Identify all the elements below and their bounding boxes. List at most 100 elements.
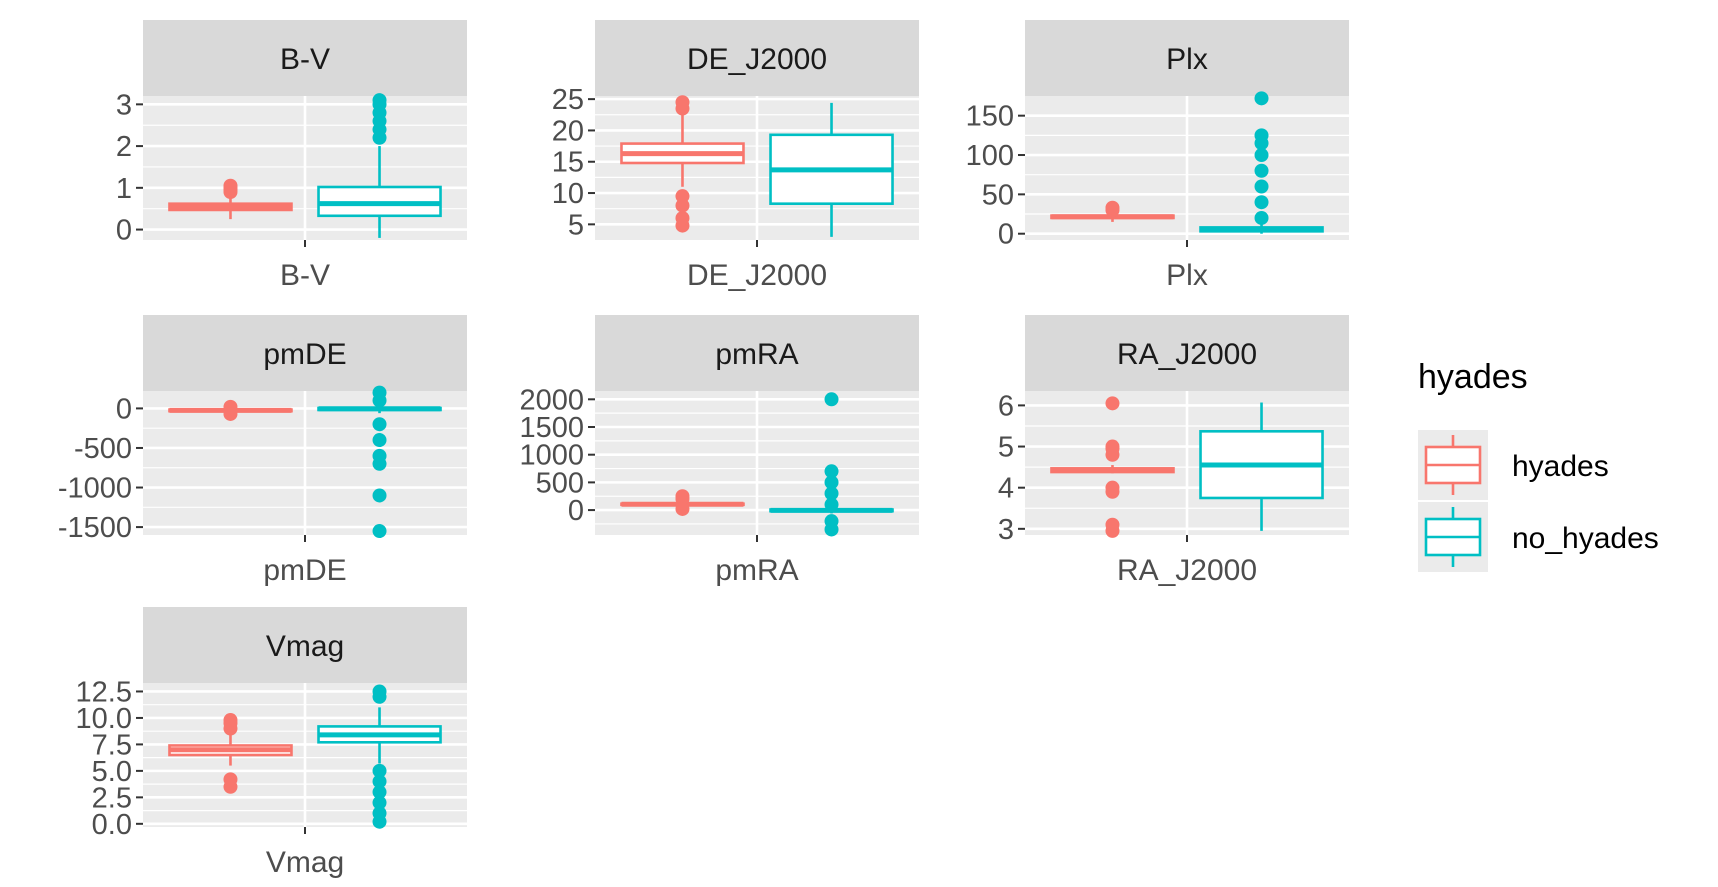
outlier-point (372, 763, 387, 778)
outlier-point (824, 486, 839, 501)
facet-vmag: Vmag 0.02.55.07.510.012.5 Vmag (76, 607, 467, 879)
outlier-point (824, 392, 839, 407)
y-tick-label: 2.5 (92, 782, 132, 814)
outlier-point (1105, 480, 1120, 495)
outlier-point (675, 211, 690, 226)
facet-strip-label: Vmag (266, 630, 344, 663)
y-tick-label: 5 (568, 209, 584, 241)
facet-pmde: pmDE 0 -500 -1000 -1500 pmDE (58, 315, 467, 587)
boxplot-hyades (168, 399, 293, 421)
facet-strip (143, 607, 467, 683)
y-tick-label: 100 (966, 140, 1014, 172)
facet-plx: Plx 0 50 100 150 Plx (966, 20, 1349, 292)
boxplot-no_hyades (769, 392, 894, 537)
boxplot-no_hyades (317, 93, 442, 238)
legend-item-no-hyades: no_hyades (1418, 502, 1659, 572)
outlier-point (372, 785, 387, 800)
outlier-point (223, 713, 238, 728)
outlier-point (1105, 396, 1120, 411)
y-tick-label: 7.5 (92, 729, 132, 761)
facet-strip-label: DE_J2000 (687, 43, 827, 76)
x-axis-label: RA_J2000 (1117, 554, 1257, 587)
y-tick-label: 0 (998, 219, 1014, 251)
outlier-point (372, 393, 387, 408)
outlier-point (372, 684, 387, 699)
x-axis-label: DE_J2000 (687, 259, 827, 292)
outlier-point (1254, 179, 1269, 194)
boxplot-hyades (1050, 200, 1175, 222)
outlier-point (824, 475, 839, 490)
facet-ra-j2000: RA_J2000 3 4 5 6 RA_J2000 (998, 315, 1349, 587)
y-tick-label: 3 (998, 514, 1014, 546)
outlier-point (372, 417, 387, 432)
outlier-point (1254, 128, 1269, 143)
y-tick-label: 0 (116, 393, 132, 425)
y-tick-label: 12.5 (76, 676, 132, 708)
facet-strip (143, 20, 467, 96)
outlier-point (223, 772, 238, 787)
facet-strip (1025, 20, 1349, 96)
outlier-point (372, 488, 387, 503)
boxplot-hyades (620, 489, 745, 516)
outlier-point (223, 178, 238, 193)
y-tick-label: 3 (116, 89, 132, 121)
y-tick-label: 25 (552, 84, 584, 116)
y-tick-label: 2 (116, 131, 132, 163)
boxplot-hyades (1050, 396, 1175, 538)
boxplot-no_hyades (317, 385, 442, 539)
y-tick-label: -1000 (58, 473, 132, 505)
outlier-point (1254, 210, 1269, 225)
y-tick-label: 6 (998, 390, 1014, 422)
outlier-point (372, 524, 387, 539)
boxplot-hyades (620, 95, 745, 233)
y-tick-label: 5.0 (92, 756, 132, 788)
outlier-point (372, 433, 387, 448)
y-tick-label: 0 (116, 215, 132, 247)
y-tick-label: 1500 (519, 412, 584, 444)
x-axis-label: B-V (280, 259, 330, 292)
facet-strip-label: pmRA (715, 338, 798, 371)
y-tick-label: -1500 (58, 512, 132, 544)
outlier-point (675, 95, 690, 110)
facet-strip (595, 315, 919, 391)
facet-strip-label: B-V (280, 43, 330, 76)
y-tick-label: 150 (966, 101, 1014, 133)
outlier-point (372, 774, 387, 789)
legend-item-label: no_hyades (1512, 522, 1659, 555)
boxplot-hyades (168, 713, 293, 794)
outlier-point (1254, 148, 1269, 163)
y-tick-label: 1 (116, 173, 132, 205)
facet-strip-label: Plx (1166, 43, 1208, 76)
outlier-point (824, 464, 839, 479)
y-tick-label: 15 (552, 147, 584, 179)
outlier-point (372, 456, 387, 471)
y-tick-label: 0 (568, 495, 584, 527)
boxplot-hyades (168, 178, 293, 220)
outlier-point (1254, 195, 1269, 210)
y-tick-label: 5 (998, 432, 1014, 464)
outlier-point (824, 497, 839, 512)
legend-item-hyades: hyades (1418, 430, 1609, 500)
y-tick-label: 10 (552, 178, 584, 210)
legend: hyades hyades no_hyades (1418, 358, 1659, 572)
x-axis-label: pmDE (263, 554, 346, 587)
facet-strip-label: pmDE (263, 338, 346, 371)
y-tick-label: 0.0 (92, 809, 132, 841)
boxplot-no_hyades (1199, 91, 1324, 234)
x-axis-label: Plx (1166, 259, 1208, 292)
y-tick-label: 1000 (519, 440, 584, 472)
outlier-point (824, 522, 839, 537)
y-tick-label: 2000 (519, 384, 584, 416)
facet-strip-label: RA_J2000 (1117, 338, 1257, 371)
facet-b-v: B-V 0 1 2 3 B-V (116, 20, 467, 292)
outlier-point (1254, 91, 1269, 106)
outlier-point (675, 501, 690, 516)
facet-strip (143, 315, 467, 391)
outlier-point (1105, 517, 1120, 532)
boxplot-no_hyades (1199, 402, 1324, 531)
outlier-point (1105, 200, 1120, 215)
y-tick-label: 500 (536, 467, 584, 499)
